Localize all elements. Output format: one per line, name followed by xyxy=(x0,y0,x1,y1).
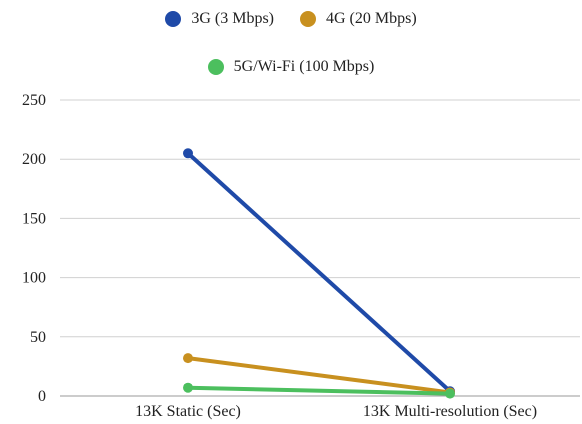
legend-label-3g: 3G (3 Mbps) xyxy=(191,10,274,27)
series-line-1 xyxy=(186,151,452,394)
legend-label-4g: 4G (20 Mbps) xyxy=(326,10,417,27)
data-point-s3-2 xyxy=(445,388,455,399)
y-tick-label-100: 100 xyxy=(22,270,46,287)
x-tick-label-1: 13K Static (Sec) xyxy=(135,403,241,420)
legend-row-2: 5G/Wi-Fi (100 Mbps) xyxy=(0,58,582,76)
y-tick-label-50: 50 xyxy=(30,329,46,346)
legend-swatch-4g xyxy=(300,11,316,27)
legend: 3G (3 Mbps) 4G (20 Mbps) xyxy=(0,10,582,28)
x-tick-label-2: 13K Multi-resolution (Sec) xyxy=(363,403,537,420)
y-tick-label-150: 150 xyxy=(22,210,46,227)
y-tick-label-250: 250 xyxy=(22,92,46,109)
y-tick-label-0: 0 xyxy=(38,388,46,405)
data-point-s3-1 xyxy=(183,382,193,393)
data-point-s2-1 xyxy=(183,353,193,364)
legend-swatch-5g xyxy=(207,59,224,75)
legend-label-5g: 5G/Wi-Fi (100 Mbps) xyxy=(233,58,375,75)
legend-item-3g[interactable]: 3G (3 Mbps) xyxy=(165,10,274,28)
series-line-2 xyxy=(186,356,452,395)
series-line-3 xyxy=(186,385,452,396)
data-point-s1-1 xyxy=(183,148,193,159)
legend-item-4g[interactable]: 4G (20 Mbps) xyxy=(300,10,417,28)
legend-swatch-3g xyxy=(165,11,182,27)
y-tick-label-200: 200 xyxy=(22,151,46,168)
legend-item-5g[interactable]: 5G/Wi-Fi (100 Mbps) xyxy=(207,58,375,76)
